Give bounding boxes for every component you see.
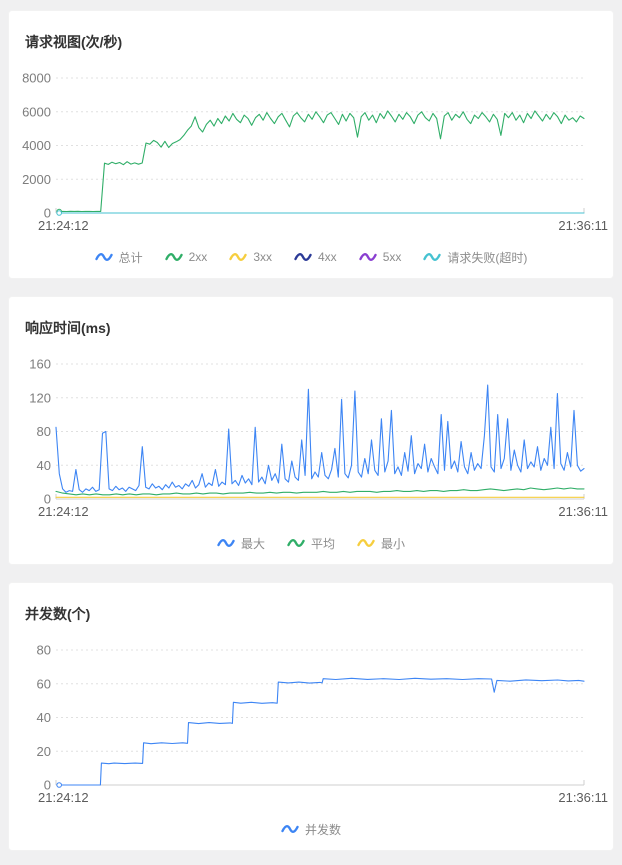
legend-item-3xx[interactable]: 3xx	[229, 250, 272, 264]
y-tick-label: 80	[37, 643, 51, 658]
legend-wave-icon	[357, 539, 375, 547]
y-tick-label: 120	[29, 390, 51, 405]
y-tick-label: 0	[44, 778, 51, 793]
legend-item-请求失败(超时)[interactable]: 请求失败(超时)	[423, 249, 527, 266]
series-line-2xx[interactable]	[58, 110, 585, 213]
concurrency-title: 并发数(个)	[25, 606, 91, 622]
y-tick-label: 80	[37, 424, 51, 439]
legend-label: 并发数	[304, 822, 341, 837]
legend-label: 平均	[310, 536, 335, 551]
legend-label: 总计	[118, 250, 143, 265]
concurrency-legend: 并发数	[25, 818, 597, 840]
y-tick-label: 0	[44, 206, 51, 221]
legend-item-总计[interactable]: 总计	[94, 249, 143, 266]
request-view-chart[interactable]: 0 2000 4000 6000 8000 21:24:12 21:36:11	[22, 68, 608, 236]
series-line-最大[interactable]	[55, 384, 585, 493]
legend-wave-icon	[281, 825, 299, 833]
series-start-marker	[56, 782, 62, 788]
legend-item-2xx[interactable]: 2xx	[164, 250, 208, 264]
x-label-end: 21:36:11	[558, 218, 608, 233]
y-tick-label: 0	[44, 492, 51, 507]
legend-wave-icon	[294, 253, 312, 261]
legend-label: 2xx	[188, 250, 208, 264]
y-tick-label: 20	[37, 744, 51, 759]
legend-wave-icon	[423, 253, 442, 261]
legend-item-最大[interactable]: 最大	[217, 535, 265, 552]
legend-label: 最大	[240, 536, 265, 551]
legend-label: 4xx	[318, 250, 337, 264]
concurrency-card: 并发数(个) 0 20 40 60 80 21:24:12 21:36:11 并发数	[8, 582, 614, 851]
series-line-并发数[interactable]	[58, 677, 585, 786]
x-label-start: 21:24:12	[38, 790, 89, 805]
legend-wave-icon	[229, 253, 248, 261]
legend-label: 5xx	[382, 250, 402, 264]
y-tick-label: 40	[37, 458, 51, 473]
concurrency-chart[interactable]: 0 20 40 60 80 21:24:12 21:36:11	[25, 640, 608, 808]
legend-wave-icon	[94, 253, 113, 261]
legend-wave-icon	[287, 539, 305, 547]
legend-item-并发数[interactable]: 并发数	[281, 821, 341, 838]
legend-wave-icon	[217, 539, 235, 547]
y-tick-label: 4000	[22, 138, 51, 153]
response-time-legend: 最大 平均 最小	[25, 532, 597, 554]
legend-wave-icon	[164, 253, 183, 261]
legend-label: 最小	[381, 536, 406, 551]
response-time-title: 响应时间(ms)	[25, 320, 111, 336]
y-tick-label: 2000	[22, 172, 51, 187]
legend-label: 请求失败(超时)	[447, 250, 528, 265]
response-time-chart[interactable]: 0 40 80 120 160 21:24:12 21:36:11	[25, 354, 608, 522]
legend-label: 3xx	[253, 250, 272, 264]
y-tick-label: 60	[37, 676, 51, 691]
legend-item-5xx[interactable]: 5xx	[358, 250, 402, 264]
legend-item-平均[interactable]: 平均	[287, 535, 335, 552]
request-view-card: 请求视图(次/秒) 0 2000 4000 6000 8000 21:24:12 21:36…	[8, 10, 614, 279]
y-tick-label: 160	[29, 357, 51, 372]
response-time-card: 响应时间(ms) 0 40 80 120 160 21:24:12 21:36:11 最大 平…	[8, 296, 614, 565]
legend-wave-icon	[358, 253, 377, 261]
legend-item-最小[interactable]: 最小	[357, 535, 405, 552]
y-tick-label: 8000	[22, 71, 51, 86]
series-line-平均[interactable]	[55, 487, 585, 496]
series-start-marker	[56, 210, 62, 216]
x-label-start: 21:24:12	[38, 504, 89, 519]
x-label-start: 21:24:12	[38, 218, 89, 233]
y-tick-label: 6000	[22, 104, 51, 119]
legend-item-4xx[interactable]: 4xx	[294, 250, 337, 264]
request-view-legend: 总计 2xx 3xx 4xx 5xx 请求失败(超时)	[25, 246, 597, 268]
x-label-end: 21:36:11	[558, 504, 608, 519]
request-view-title: 请求视图(次/秒)	[25, 34, 123, 50]
x-label-end: 21:36:11	[558, 790, 608, 805]
y-tick-label: 40	[37, 710, 51, 725]
